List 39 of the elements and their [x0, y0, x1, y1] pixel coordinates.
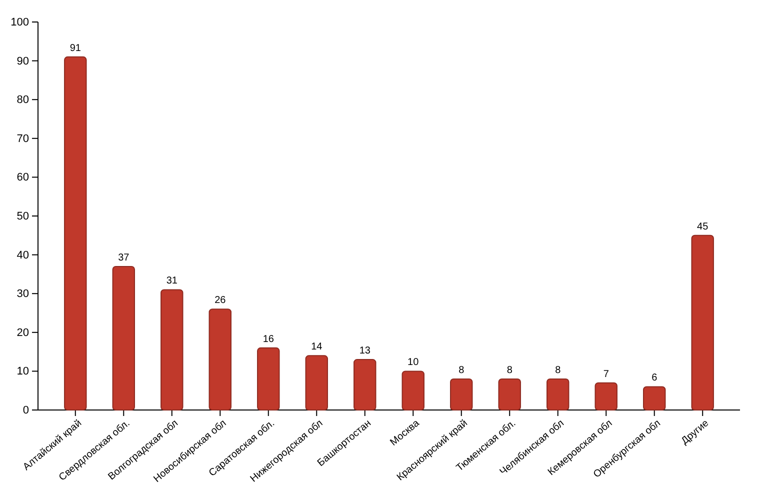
y-tick-label: 90	[16, 55, 29, 68]
bar	[305, 355, 328, 410]
y-tick-label: 80	[16, 94, 29, 106]
y-tick-label: 10	[16, 366, 29, 378]
bar	[64, 56, 87, 410]
bar	[594, 382, 618, 410]
y-tick-label: 40	[16, 249, 29, 262]
data-label: 31	[166, 276, 178, 287]
bar	[498, 378, 521, 410]
bar	[546, 378, 570, 410]
bar	[691, 234, 714, 410]
bar	[160, 289, 184, 410]
data-label: 16	[262, 334, 274, 345]
bar	[354, 359, 376, 410]
data-label: 10	[408, 357, 420, 368]
bar	[112, 266, 135, 410]
data-label: 14	[311, 342, 323, 353]
bar	[208, 308, 232, 410]
y-tick-label: 50	[16, 210, 29, 223]
data-label: 26	[214, 295, 226, 306]
data-label: 8	[458, 364, 465, 376]
data-label: 45	[697, 221, 709, 232]
bar	[643, 386, 666, 410]
bar	[402, 370, 424, 410]
data-label: 13	[359, 346, 371, 357]
y-tick-label: 20	[16, 326, 29, 339]
y-tick-label: 30	[16, 288, 29, 300]
y-tick-label: 100	[10, 16, 29, 29]
data-label: 6	[652, 372, 658, 384]
data-label: 8	[506, 364, 513, 376]
data-label: 7	[603, 368, 610, 380]
y-tick-label: 70	[16, 132, 29, 145]
y-tick-label: 60	[16, 172, 29, 184]
data-label: 37	[118, 252, 130, 264]
data-label: 91	[70, 42, 82, 54]
bar	[450, 378, 473, 410]
bar	[257, 347, 280, 410]
data-label: 8	[555, 364, 562, 376]
y-tick-label: 0	[22, 404, 29, 417]
